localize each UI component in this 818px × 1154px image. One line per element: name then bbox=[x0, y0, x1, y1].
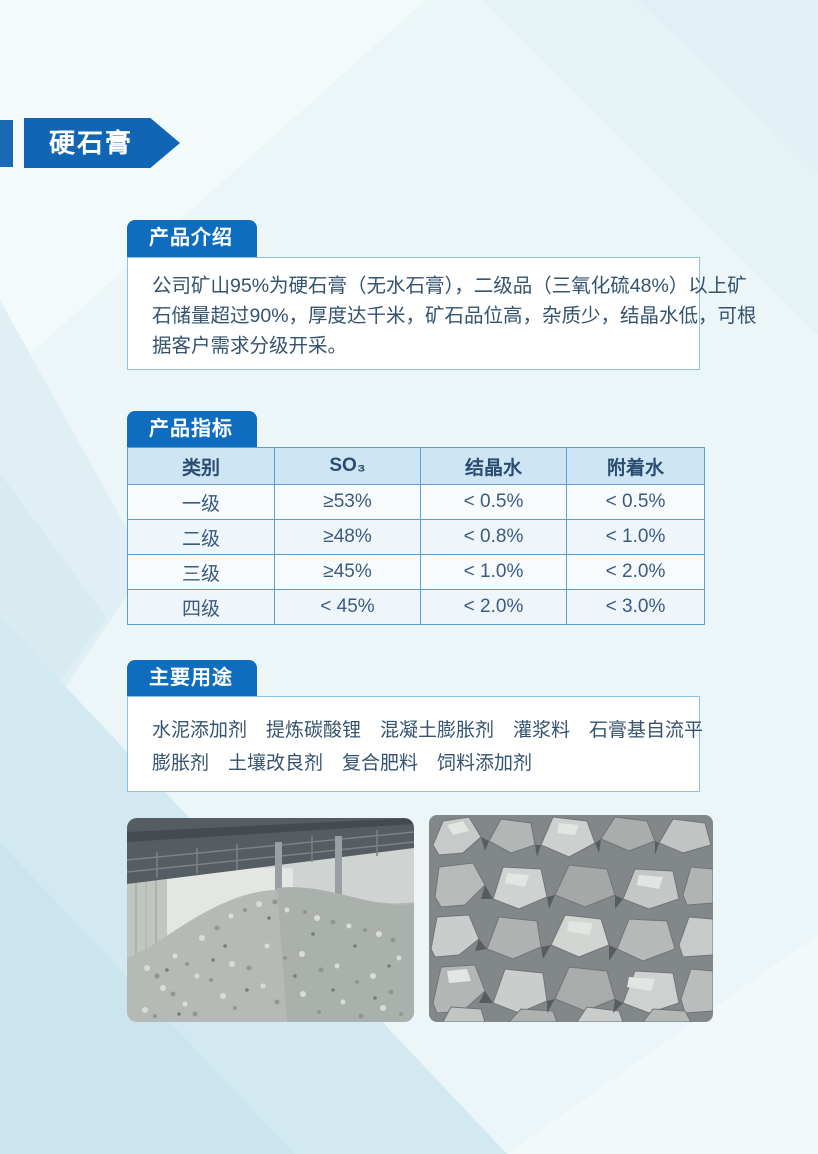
table-row: 二级 ≥48% < 0.8% < 1.0% bbox=[127, 519, 705, 555]
table-row: 三级 ≥45% < 1.0% < 2.0% bbox=[127, 554, 705, 590]
anhydrite-ore-closeup-photo bbox=[429, 815, 713, 1022]
uses-text-line: 膨胀剂 土壤改良剂 复合肥料 饲料添加剂 bbox=[152, 753, 533, 774]
uses-box: 水泥添加剂 提炼碳酸锂 混凝土膨胀剂 灌浆料 石膏基自流平 膨胀剂 土壤改良剂 … bbox=[127, 696, 704, 792]
col-header-adhering-water: 附着水 bbox=[566, 447, 705, 485]
table-cell: ≥45% bbox=[274, 554, 421, 590]
table-cell: ≥48% bbox=[274, 519, 421, 555]
table-header-row: 类别 SO₃ 结晶水 附着水 bbox=[127, 447, 705, 485]
table-cell: 二级 bbox=[127, 519, 275, 555]
table-cell: < 45% bbox=[274, 589, 421, 625]
section-label-uses: 主要用途 bbox=[127, 660, 257, 697]
col-header-so3: SO₃ bbox=[274, 447, 421, 485]
table-cell: 三级 bbox=[127, 554, 275, 590]
table-cell: 四级 bbox=[127, 589, 275, 625]
table-cell: 一级 bbox=[127, 484, 275, 520]
table-cell: < 2.0% bbox=[420, 589, 567, 625]
title-accent-bar bbox=[0, 120, 13, 167]
table-cell: < 1.0% bbox=[566, 519, 705, 555]
table-cell: < 0.8% bbox=[420, 519, 567, 555]
warehouse-stockpile-photo bbox=[127, 818, 414, 1022]
table-row: 一级 ≥53% < 0.5% < 0.5% bbox=[127, 484, 705, 520]
intro-box: 公司矿山95%为硬石膏（无水石膏），二级品（三氧化硫48%）以上矿 石储量超过9… bbox=[127, 257, 757, 370]
table-cell: < 1.0% bbox=[420, 554, 567, 590]
page-title: 硬石膏 bbox=[24, 118, 180, 168]
table-cell: ≥53% bbox=[274, 484, 421, 520]
table-cell: < 2.0% bbox=[566, 554, 705, 590]
intro-text-line: 公司矿山95%为硬石膏（无水石膏），二级品（三氧化硫48%）以上矿 bbox=[152, 275, 747, 297]
col-header-grade: 类别 bbox=[127, 447, 275, 485]
intro-text-line: 石储量超过90%，厚度达千米，矿石品位高，杂质少，结晶水低，可根 bbox=[152, 305, 757, 327]
warehouse-stockpile-illustration bbox=[127, 818, 414, 1022]
table-cell: < 3.0% bbox=[566, 589, 705, 625]
col-header-crystal-water: 结晶水 bbox=[420, 447, 567, 485]
uses-text-line: 水泥添加剂 提炼碳酸锂 混凝土膨胀剂 灌浆料 石膏基自流平 bbox=[152, 720, 704, 741]
section-label-specs: 产品指标 bbox=[127, 411, 257, 448]
ore-closeup-illustration bbox=[429, 815, 713, 1022]
table-cell: < 0.5% bbox=[420, 484, 567, 520]
intro-text-line: 据客户需求分级开采。 bbox=[152, 335, 348, 357]
table-row: 四级 < 45% < 2.0% < 3.0% bbox=[127, 589, 705, 625]
spec-table: 类别 SO₃ 结晶水 附着水 一级 ≥53% < 0.5% < 0.5% 二级 … bbox=[127, 447, 705, 625]
section-label-intro: 产品介绍 bbox=[127, 220, 257, 257]
table-cell: < 0.5% bbox=[566, 484, 705, 520]
